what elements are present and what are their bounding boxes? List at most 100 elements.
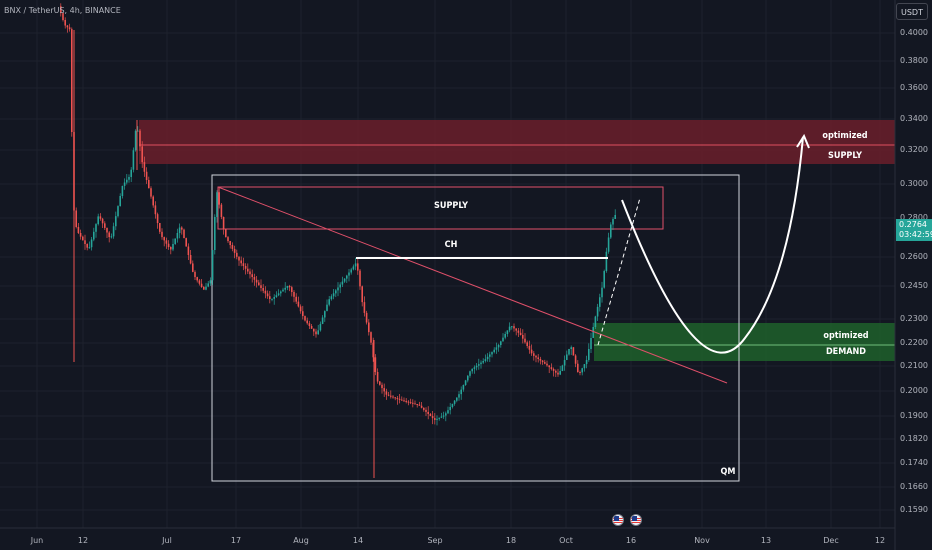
candle-body <box>134 130 137 151</box>
candle-body <box>524 338 526 343</box>
candle-body <box>86 244 88 248</box>
candle-body <box>321 317 324 324</box>
candle-body <box>145 171 148 180</box>
candle-body <box>412 402 414 404</box>
candle-body <box>167 243 170 247</box>
candle-body <box>592 327 594 338</box>
candle-body <box>348 272 350 276</box>
candle-body <box>288 286 291 288</box>
candle-body <box>500 341 502 345</box>
candle-body <box>453 400 456 404</box>
candle-body <box>601 287 603 298</box>
candle-body <box>561 365 564 371</box>
candle-body <box>117 206 119 217</box>
candle-body <box>475 365 478 368</box>
candle-body <box>381 384 383 389</box>
bottom-demand-big-label: DEMAND <box>825 347 867 357</box>
candle-body <box>493 349 495 353</box>
candle-body <box>141 146 143 163</box>
candle-body <box>341 281 344 285</box>
candle-body <box>277 293 280 296</box>
candle-body <box>185 238 187 247</box>
candle-body <box>183 229 185 239</box>
symbol-title[interactable]: BNX / TetherUS, 4h, BINANCE <box>4 6 121 15</box>
candle-body <box>249 271 251 275</box>
candle-body <box>458 394 460 398</box>
candle-body <box>537 357 539 359</box>
price-tick-label: 0.3600 <box>900 83 928 92</box>
candle-body <box>343 278 346 282</box>
candle-body <box>209 280 212 284</box>
candle-body <box>203 287 205 290</box>
time-tick-label: Aug <box>293 536 309 545</box>
candle-body <box>346 275 348 279</box>
candle-body <box>280 291 282 294</box>
candle-body <box>108 232 110 238</box>
candle-body <box>594 316 597 327</box>
candle-body <box>574 355 577 364</box>
candle-body <box>610 224 612 238</box>
candle-body <box>95 224 97 232</box>
candle-body <box>271 298 273 300</box>
candle-body <box>480 362 482 365</box>
candle-body <box>361 286 363 303</box>
candle-body <box>275 295 278 297</box>
candle-body <box>416 404 418 405</box>
last-price-tag: 0.2764 03:42:59 <box>896 219 932 241</box>
price-tick-label: 0.1740 <box>900 458 928 467</box>
candle-body <box>154 205 157 215</box>
candle-body <box>425 409 427 412</box>
candle-body <box>357 263 359 271</box>
candle-body <box>522 335 524 339</box>
candle-body <box>123 182 126 186</box>
candle-body <box>159 223 161 232</box>
candle-body <box>260 285 262 288</box>
candle-body <box>189 255 192 264</box>
candle-body <box>352 266 355 270</box>
time-tick-label: Sep <box>427 536 443 545</box>
candle-body <box>387 394 390 396</box>
projection-dashed-line <box>597 197 641 346</box>
currency-button[interactable]: USDT <box>896 3 928 20</box>
candle-body <box>570 347 572 349</box>
candle-body <box>282 289 284 292</box>
candle-body <box>299 306 302 312</box>
time-tick-label: 13 <box>760 536 772 545</box>
candle-body <box>207 283 209 287</box>
candle-body <box>90 239 93 248</box>
candle-body <box>502 337 504 342</box>
candle-body <box>383 388 385 392</box>
projection-arrowhead-icon <box>796 133 810 149</box>
candle-body <box>374 357 377 372</box>
candle-body <box>585 360 588 365</box>
candle-body <box>489 354 491 357</box>
candle-body <box>482 361 484 363</box>
candle-body <box>354 263 357 267</box>
candle-body <box>148 180 150 189</box>
candle-body <box>264 290 267 294</box>
candles <box>60 3 616 478</box>
candle-body <box>590 338 592 349</box>
candle-body <box>478 364 480 366</box>
candle-body <box>247 268 249 272</box>
candle-body <box>258 282 260 286</box>
price-tick-label: 0.4000 <box>900 28 928 37</box>
price-tick-label: 0.2450 <box>900 281 928 290</box>
event-flag-icon[interactable] <box>612 514 624 526</box>
qm-box <box>211 174 740 482</box>
time-tick-label: 14 <box>352 536 364 545</box>
candle-body <box>194 271 196 278</box>
candle-body <box>612 219 614 225</box>
candle-body <box>572 347 575 356</box>
price-tick-label: 0.3200 <box>900 145 928 154</box>
event-flag-icon[interactable] <box>630 514 642 526</box>
candle-body <box>335 290 337 294</box>
candle-body <box>101 218 104 224</box>
candle-body <box>161 231 163 238</box>
candle-body <box>427 411 429 414</box>
candle-body <box>233 248 236 253</box>
candle-body <box>77 227 80 233</box>
time-tick-label: Jun <box>30 536 44 545</box>
trendline <box>217 186 728 384</box>
